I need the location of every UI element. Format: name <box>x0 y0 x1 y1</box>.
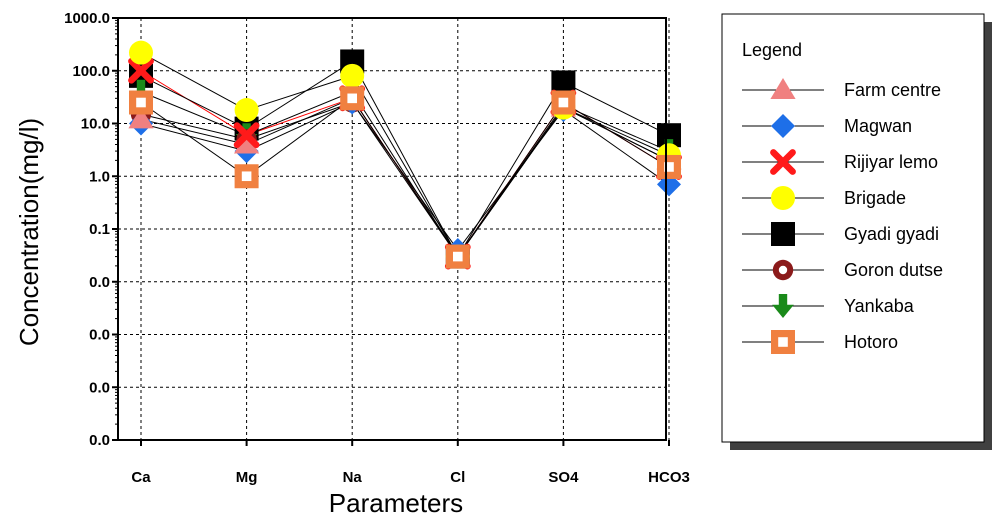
legend-marker-rijiyar-lemo-stroke <box>770 149 796 175</box>
legend-marker-hotoro <box>771 330 795 354</box>
legend-marker-farm-centre <box>770 78 796 99</box>
x-tick-label-hco3: HCO3 <box>648 469 690 486</box>
legend-marker-rijiyar-lemo <box>770 149 796 175</box>
y-tick-label: 0.0 <box>89 274 110 291</box>
legend: Legend Farm centre Magwan Rijiyar lemo Brig… <box>721 13 992 450</box>
legend-label: Goron dutse <box>844 260 943 280</box>
legend-item-hotoro: Hotoro <box>742 330 898 354</box>
series-markers <box>128 40 682 270</box>
legend-label: Rijiyar lemo <box>844 152 938 172</box>
x-tick-label-ca: Ca <box>131 469 151 486</box>
series-line-yankaba <box>140 91 670 258</box>
legend-marker-hotoro-inner <box>778 337 788 347</box>
legend-marker-brigade <box>771 186 795 210</box>
series-line-goron-dutse <box>140 101 670 258</box>
data-point-hotoro-inner <box>347 93 357 104</box>
series-lines <box>140 52 670 258</box>
legend-item-magwan: Magwan <box>742 114 912 138</box>
data-point-rijiyar-lemo <box>128 57 154 84</box>
plot-area-frame <box>117 17 667 441</box>
legend-marker-magwan <box>771 114 795 138</box>
y-axis-ticks: 1000.0 100.0 10.0 1.0 0.1 0.0 0.0 0.0 0.0 <box>64 10 118 449</box>
data-point-hotoro <box>234 164 259 189</box>
data-point-brigade <box>340 63 365 88</box>
data-point-rijiyar-lemo-stroke <box>233 122 260 149</box>
data-point-hotoro-inner <box>136 97 146 108</box>
data-point-farm-centre <box>234 132 260 154</box>
legend-item-brigade: Brigade <box>742 186 906 210</box>
legend-label: Magwan <box>844 116 912 136</box>
legend-label: Brigade <box>844 188 906 208</box>
legend-box <box>721 13 985 443</box>
y-tick-label: 0.0 <box>89 432 110 449</box>
y-axis-title: Concentration(mg/l) <box>14 118 44 346</box>
y-tick-label: 0.0 <box>89 379 110 396</box>
legend-item-gyadi-gyadi: Gyadi gyadi <box>742 222 939 246</box>
y-tick-label: 10.0 <box>81 116 110 133</box>
legend-marker-yankaba <box>772 294 794 318</box>
data-point-hotoro-inner <box>664 162 674 172</box>
data-point-hotoro-inner <box>241 171 252 182</box>
data-point-gyadi-gyadi <box>657 123 681 148</box>
legend-item-yankaba: Yankaba <box>742 294 915 318</box>
data-point-hotoro <box>129 90 153 115</box>
y-tick-label: 100.0 <box>72 63 110 80</box>
data-point-farm-centre <box>128 107 154 129</box>
data-point-hotoro <box>551 90 576 115</box>
data-point-hotoro-inner <box>558 97 569 108</box>
data-point-rijiyar-lemo <box>233 122 260 149</box>
y-tick-label: 0.1 <box>89 221 110 238</box>
x-tick-label-cl: Cl <box>450 469 465 486</box>
y-tick-label: 1000.0 <box>64 10 110 27</box>
x-axis-ticks: Ca Mg Na Cl SO4 HCO3 <box>131 440 690 486</box>
legend-item-farm-centre: Farm centre <box>742 78 941 100</box>
data-point-brigade <box>234 98 259 123</box>
data-point-brigade <box>129 40 153 65</box>
legend-item-rijiyar-lemo: Rijiyar lemo <box>742 149 938 175</box>
legend-marker-goron-dutse-inner <box>778 265 788 275</box>
x-axis-title: Parameters <box>329 488 463 518</box>
x-tick-label-mg: Mg <box>236 469 258 486</box>
legend-label: Yankaba <box>844 296 915 316</box>
x-tick-label-na: Na <box>343 469 363 486</box>
legend-items: Farm centre Magwan Rijiyar lemo Brigade Gyad… <box>742 78 943 354</box>
series-line-hotoro <box>140 97 670 258</box>
x-tick-label-so4: SO4 <box>548 469 579 486</box>
y-tick-label: 0.0 <box>89 327 110 344</box>
data-point-gyadi-gyadi <box>129 63 153 88</box>
data-point-hotoro <box>340 86 365 111</box>
legend-title: Legend <box>742 40 802 60</box>
grid <box>118 18 670 440</box>
legend-label: Hotoro <box>844 332 898 352</box>
data-point-hotoro <box>445 244 470 269</box>
y-tick-label: 1.0 <box>89 168 110 185</box>
data-point-rijiyar-lemo-stroke <box>128 57 154 84</box>
legend-marker-goron-dutse <box>772 259 794 281</box>
series-line-gyadi-gyadi <box>140 60 670 258</box>
legend-item-goron-dutse: Goron dutse <box>742 259 943 281</box>
data-point-hotoro <box>657 154 681 179</box>
data-point-hotoro-inner <box>453 251 463 262</box>
legend-label: Gyadi gyadi <box>844 224 939 244</box>
legend-marker-gyadi-gyadi <box>771 222 795 246</box>
series-line-magwan <box>140 101 670 251</box>
legend-label: Farm centre <box>844 80 941 100</box>
series-line-brigade <box>140 52 670 258</box>
